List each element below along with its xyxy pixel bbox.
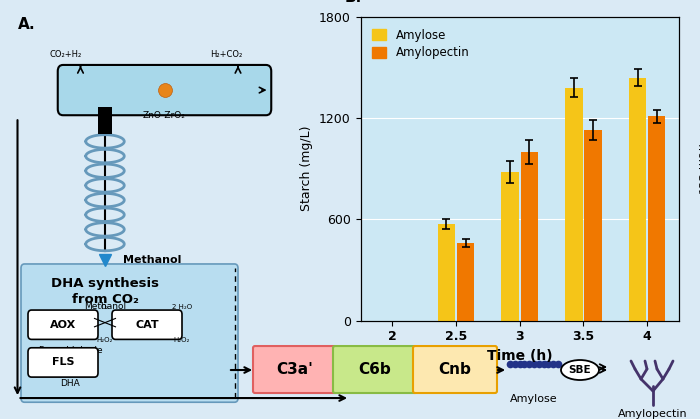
Text: FLS: FLS [52, 357, 74, 367]
Bar [584, 130, 602, 321]
Text: AOX: AOX [50, 320, 76, 330]
Text: C3a': C3a' [276, 362, 314, 377]
Text: H₂+CO₂: H₂+CO₂ [210, 50, 242, 59]
Bar [565, 88, 582, 321]
FancyBboxPatch shape [333, 346, 417, 393]
FancyBboxPatch shape [253, 346, 337, 393]
Text: A.: A. [18, 17, 35, 32]
FancyBboxPatch shape [98, 107, 112, 134]
Text: H₂O₂: H₂O₂ [97, 337, 113, 343]
Bar [648, 116, 666, 321]
Text: DHA synthesis
from CO₂: DHA synthesis from CO₂ [51, 277, 159, 305]
FancyBboxPatch shape [21, 264, 238, 402]
Text: DHA: DHA [60, 379, 80, 388]
Legend: Amylose, Amylopectin: Amylose, Amylopectin [366, 23, 475, 65]
Text: O₂: O₂ [101, 304, 109, 310]
Text: Amylopectin: Amylopectin [618, 409, 688, 419]
Text: Methanol: Methanol [122, 255, 181, 265]
Y-axis label: Starch (mg/L): Starch (mg/L) [300, 126, 314, 212]
X-axis label: Time (h): Time (h) [487, 349, 552, 363]
Text: CAT: CAT [135, 320, 159, 330]
FancyBboxPatch shape [28, 310, 98, 339]
Text: Cnb: Cnb [439, 362, 471, 377]
Text: H₂O₂: H₂O₂ [174, 337, 190, 343]
FancyBboxPatch shape [413, 346, 497, 393]
Text: ZnO-ZrO₂: ZnO-ZrO₂ [143, 111, 186, 120]
FancyBboxPatch shape [112, 310, 182, 339]
Bar [457, 243, 475, 321]
Bar [438, 224, 455, 321]
Y-axis label: DHA synthesis
from CO₂: DHA synthesis from CO₂ [696, 128, 700, 209]
Text: SBE: SBE [568, 365, 592, 375]
Ellipse shape [561, 360, 599, 380]
Text: CO₂+H₂: CO₂+H₂ [49, 50, 81, 59]
Text: Methanol: Methanol [84, 302, 126, 310]
FancyBboxPatch shape [28, 348, 98, 377]
Text: Amylose: Amylose [510, 394, 558, 404]
Text: B.: B. [344, 0, 362, 5]
Bar [501, 172, 519, 321]
Text: 2 H₂O: 2 H₂O [172, 304, 192, 310]
Text: Formaldehyde: Formaldehyde [38, 346, 102, 354]
Bar [629, 78, 646, 321]
FancyBboxPatch shape [57, 65, 272, 115]
Bar [521, 152, 538, 321]
Text: C6b: C6b [358, 362, 391, 377]
